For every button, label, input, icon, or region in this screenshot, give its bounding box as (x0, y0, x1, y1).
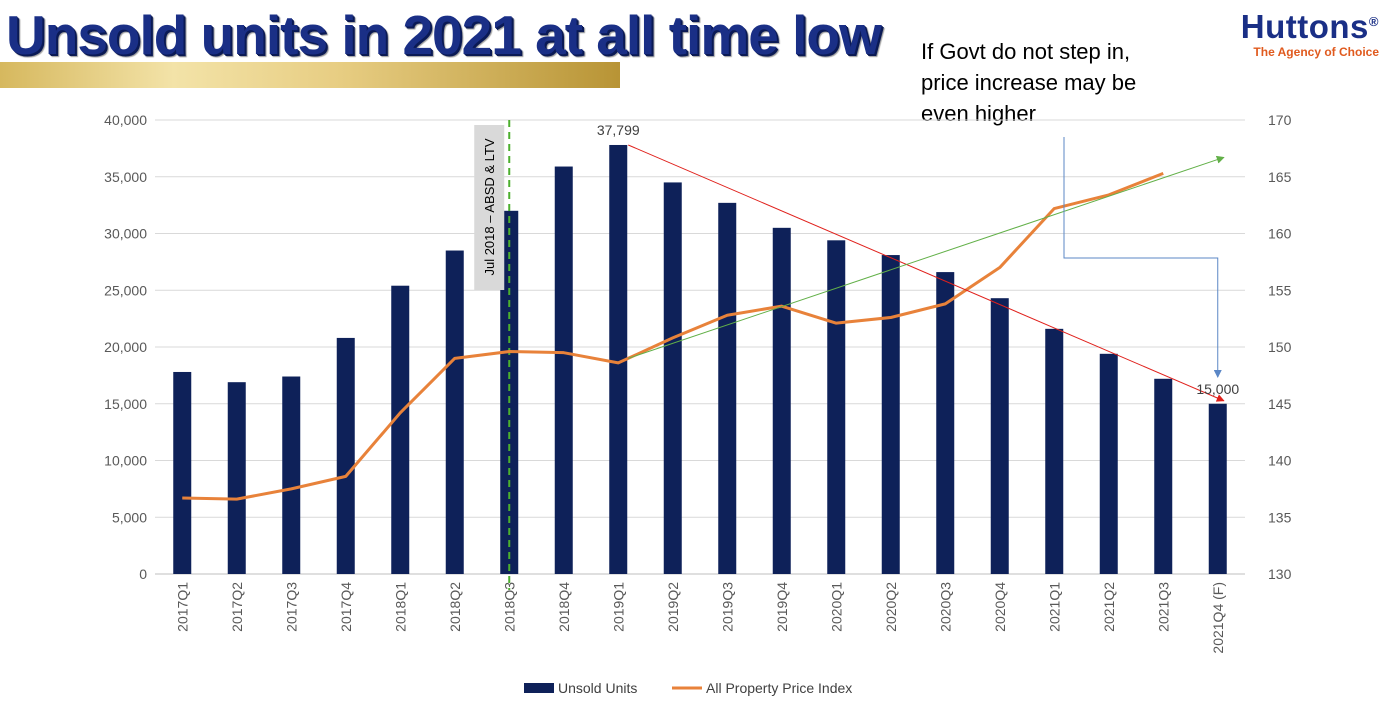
x-tick-label: 2020Q1 (828, 582, 844, 632)
x-tick-label: 2017Q3 (283, 582, 299, 632)
y-right-tick-label: 130 (1268, 566, 1292, 582)
bar-unsold-units (718, 202, 737, 575)
logo-name: Huttons (1240, 8, 1369, 45)
x-tick-label: 2019Q3 (719, 582, 735, 632)
bar-unsold-units (772, 227, 791, 574)
x-tick-label: 2019Q2 (665, 582, 681, 632)
x-tick-label: 2019Q1 (610, 582, 626, 632)
y-right-tick-label: 150 (1268, 339, 1292, 355)
bar-unsold-units (881, 255, 900, 574)
x-tick-label: 2018Q3 (501, 582, 517, 632)
x-tick-label: 2018Q1 (392, 582, 408, 632)
logo-tagline: The Agency of Choice (1253, 45, 1379, 59)
page-title: Unsold units in 2021 at all time low (5, 4, 883, 66)
end-data-label: 15,000 (1196, 381, 1239, 397)
legend-label-price-index: All Property Price Index (706, 680, 852, 696)
y-left-tick-label: 10,000 (104, 453, 147, 469)
y-left-tick-label: 35,000 (104, 169, 147, 185)
bar-unsold-units (1154, 378, 1173, 574)
x-tick-label: 2019Q4 (774, 582, 790, 632)
x-tick-label: 2017Q4 (338, 582, 354, 632)
x-tick-label: 2017Q2 (229, 582, 245, 632)
y-right-tick-label: 160 (1268, 226, 1292, 242)
y-left-tick-label: 0 (139, 566, 147, 582)
y-left-tick-label: 15,000 (104, 396, 147, 412)
y-right-tick-label: 165 (1268, 169, 1292, 185)
y-right-tick-label: 155 (1268, 282, 1292, 298)
x-tick-label: 2018Q4 (556, 582, 572, 632)
y-right-tick-label: 170 (1268, 112, 1292, 128)
y-left-tick-label: 5,000 (112, 509, 147, 525)
price-index-line (182, 171, 1164, 501)
policy-label-box (474, 125, 505, 290)
x-tick-label: 2020Q3 (937, 582, 953, 632)
bar-unsold-units (554, 166, 573, 574)
y-right-tick-label: 140 (1268, 453, 1292, 469)
x-tick-label: 2017Q1 (174, 582, 190, 632)
bar-unsold-units (282, 376, 301, 574)
y-left-tick-label: 25,000 (104, 282, 147, 298)
y-right-tick-label: 145 (1268, 396, 1292, 412)
bar-unsold-units (936, 272, 955, 574)
y-left-tick-label: 40,000 (104, 112, 147, 128)
trendline-rise (628, 155, 1225, 359)
x-tick-label: 2021Q3 (1155, 582, 1171, 632)
legend-label-unsold: Unsold Units (558, 680, 637, 696)
x-tick-label: 2021Q1 (1046, 582, 1062, 632)
bar-unsold-units (173, 371, 192, 574)
bar-unsold-units (1208, 403, 1227, 574)
y-left-tick-label: 30,000 (104, 226, 147, 242)
x-tick-label: 2020Q4 (992, 582, 1008, 632)
x-tick-label: 2021Q4 (F) (1210, 582, 1226, 654)
title-band (0, 62, 620, 88)
bar-unsold-units (500, 210, 519, 575)
note-arrow (1063, 137, 1222, 378)
bar-unsold-units (990, 298, 1009, 574)
bar-unsold-units (1045, 328, 1064, 574)
bar-unsold-units (663, 182, 682, 575)
bar-unsold-units (1099, 353, 1118, 574)
trendline-decline (628, 144, 1225, 402)
x-tick-label: 2018Q2 (447, 582, 463, 632)
bar-unsold-units (336, 337, 355, 574)
x-tick-label: 2021Q2 (1101, 582, 1117, 632)
logo-registered-mark: ® (1368, 14, 1379, 29)
policy-label: Jul 2018 – ABSD & LTV (482, 138, 497, 275)
legend-swatch-bars (524, 683, 554, 693)
annotation-note: If Govt do not step in, price increase m… (921, 39, 1137, 126)
bar-unsold-units (391, 285, 410, 574)
legend: Unsold Units All Property Price Index (524, 680, 852, 696)
peak-data-label: 37,799 (597, 122, 640, 138)
y-right-tick-label: 135 (1268, 509, 1292, 525)
bar-unsold-units (609, 144, 628, 574)
bar-unsold-units (227, 382, 246, 574)
huttons-logo: Huttons® The Agency of Choice (1241, 10, 1379, 59)
bar-unsold-units (445, 250, 464, 574)
x-tick-label: 2020Q2 (883, 582, 899, 632)
y-left-tick-label: 20,000 (104, 339, 147, 355)
